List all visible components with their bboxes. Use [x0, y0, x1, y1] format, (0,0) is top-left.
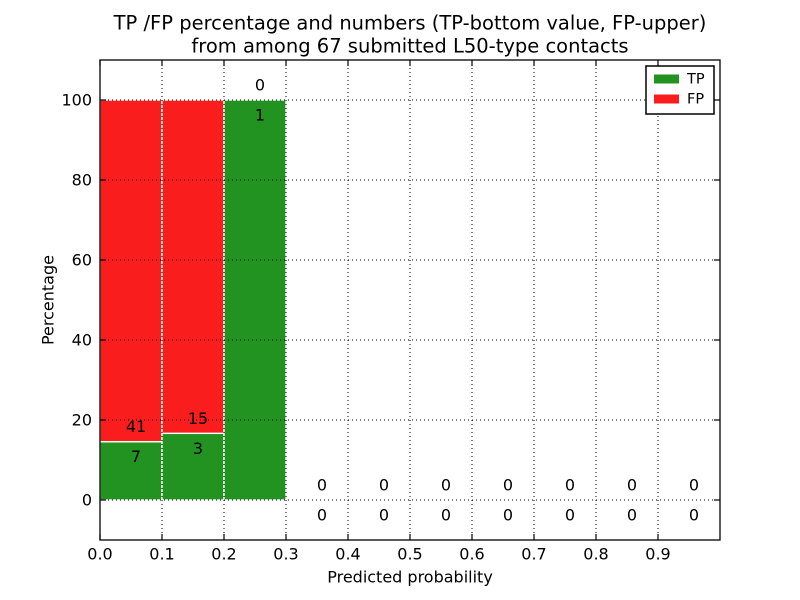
fp-count-label-7: 0: [565, 476, 575, 495]
legend-swatch-fp: [654, 94, 679, 104]
legend-label-fp: FP: [687, 92, 704, 108]
tp-count-label-3: 0: [317, 506, 327, 525]
fp-count-label-6: 0: [503, 476, 513, 495]
fp-count-label-0: 41: [126, 417, 146, 436]
x-tick-label-0.0: 0.0: [87, 545, 112, 564]
chart-title-line-1: TP /FP percentage and numbers (TP-bottom…: [113, 12, 707, 35]
fp-bar-segment-1: [161, 99, 225, 435]
tp-count-label-7: 0: [565, 506, 575, 525]
fp-count-label-5: 0: [441, 476, 451, 495]
legend-label-tp: TP: [686, 72, 705, 88]
x-tick-label-0.7: 0.7: [521, 545, 546, 564]
y-tick-label-80: 80: [72, 171, 92, 190]
x-tick-label-0.1: 0.1: [149, 545, 174, 564]
fp-count-label-9: 0: [689, 476, 699, 495]
y-tick-label-0: 0: [82, 491, 92, 510]
tp-count-label-6: 0: [503, 506, 513, 525]
count-labels-layer: 41 7 15 3 0 1 0 0 0 0 0 0 0 0 0 0 0 0 0 0: [126, 76, 699, 525]
x-tick-label-0.8: 0.8: [583, 545, 608, 564]
x-tick-label-0.4: 0.4: [335, 545, 360, 564]
y-tick-label-20: 20: [72, 411, 92, 430]
tp-count-label-0: 7: [131, 447, 141, 466]
tp-bar-segment-2: [223, 99, 287, 501]
grid-layer: [100, 60, 720, 540]
fp-count-label-2: 0: [255, 76, 265, 95]
tp-count-label-2: 1: [255, 106, 265, 125]
x-tick-label-0.9: 0.9: [645, 545, 670, 564]
tp-count-label-5: 0: [441, 506, 451, 525]
legend-swatch-tp: [654, 74, 679, 84]
tp-count-label-1: 3: [193, 439, 203, 458]
ticks-layer: [99, 60, 720, 540]
y-tick-label-40: 40: [72, 331, 92, 350]
tick-labels-layer: 0.0 0.1 0.2 0.3 0.4 0.5 0.6 0.7 0.8 0.9 0 20 40 60 80 1…: [61, 91, 670, 564]
fp-bar-segment-0: [99, 99, 163, 443]
x-tick-label-0.5: 0.5: [397, 545, 422, 564]
y-tick-label-100: 100: [61, 91, 92, 110]
y-tick-label-60: 60: [72, 251, 92, 270]
tp-bar-segment-0: [99, 440, 163, 501]
x-tick-label-0.6: 0.6: [459, 545, 484, 564]
x-tick-label-0.2: 0.2: [211, 545, 236, 564]
tp-count-label-4: 0: [379, 506, 389, 525]
fp-count-label-1: 15: [188, 409, 208, 428]
x-tick-label-0.3: 0.3: [273, 545, 298, 564]
x-axis-label: Predicted probability: [327, 568, 493, 587]
legend-frame: [645, 65, 715, 115]
tp-count-label-8: 0: [627, 506, 637, 525]
legend: TP FP: [645, 65, 715, 115]
tp-count-label-9: 0: [689, 506, 699, 525]
chart-title-line-2: from among 67 submitted L50-type contact…: [191, 35, 628, 58]
fp-count-label-8: 0: [627, 476, 637, 495]
y-axis-label: Percentage: [39, 255, 58, 345]
fp-count-label-3: 0: [317, 476, 327, 495]
fp-count-label-4: 0: [379, 476, 389, 495]
